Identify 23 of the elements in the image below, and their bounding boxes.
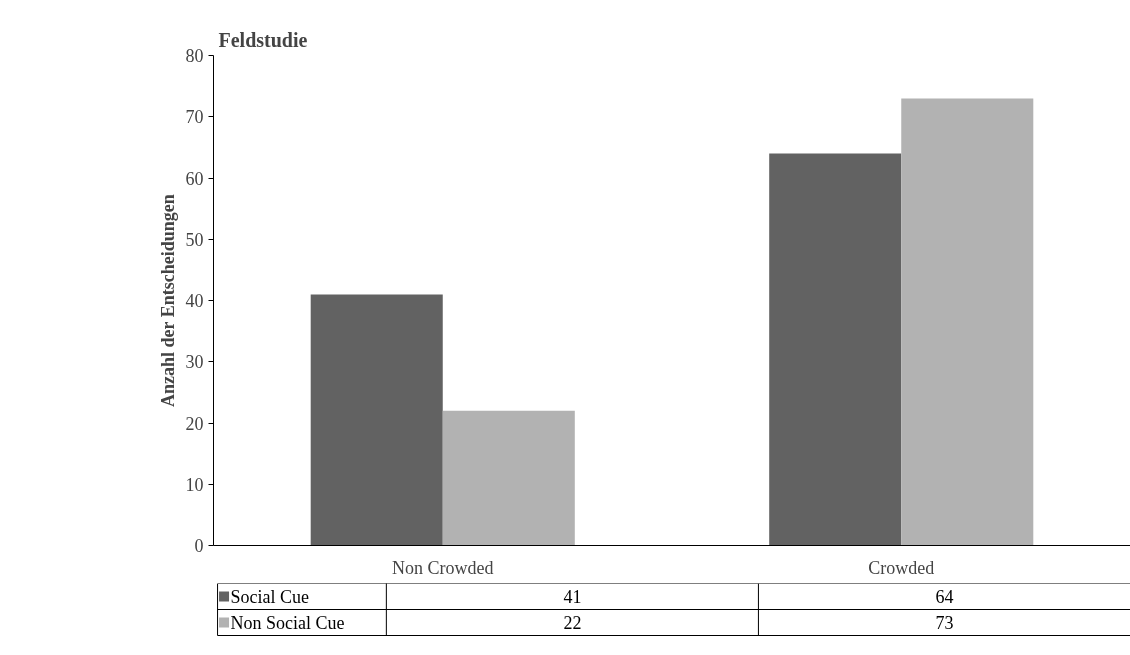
bar [310,294,443,546]
y-tick-label: 60 [185,168,204,189]
data-label: 22 [563,613,582,633]
x-tick-label: Non Crowded [392,557,494,578]
y-tick-label: 40 [185,291,204,311]
y-tick-label: 70 [185,107,204,128]
data-label: 73 [935,613,954,633]
legend-label: Social Cue [230,586,310,607]
data-label: 64 [935,587,954,607]
y-tick-label: 30 [185,352,204,373]
y-tick-label: 0 [194,536,204,556]
bar [442,410,575,546]
y-tick-label: 20 [185,413,204,434]
x-tick-label: Crowded [868,557,935,578]
legend-label: Non Social Cue [230,612,345,633]
bar [769,153,902,546]
y-tick-label: 10 [185,474,204,495]
y-axis-title: Anzahl der Entscheidungen [157,194,178,408]
bar [901,98,1034,546]
data-label: 41 [563,587,582,607]
y-tick-label: 80 [185,46,204,66]
chart-title: Feldstudie [218,28,308,51]
y-tick-label: 50 [185,229,204,250]
